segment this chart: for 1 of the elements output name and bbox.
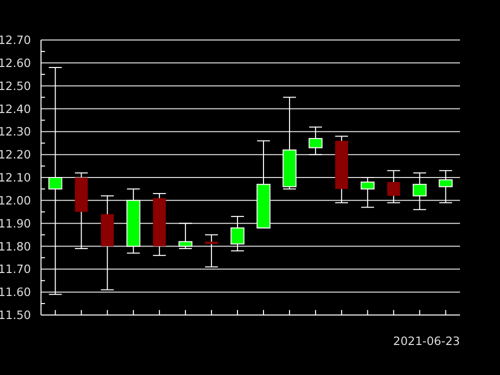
x-axis-title: 2021-06-23 [393, 334, 460, 348]
